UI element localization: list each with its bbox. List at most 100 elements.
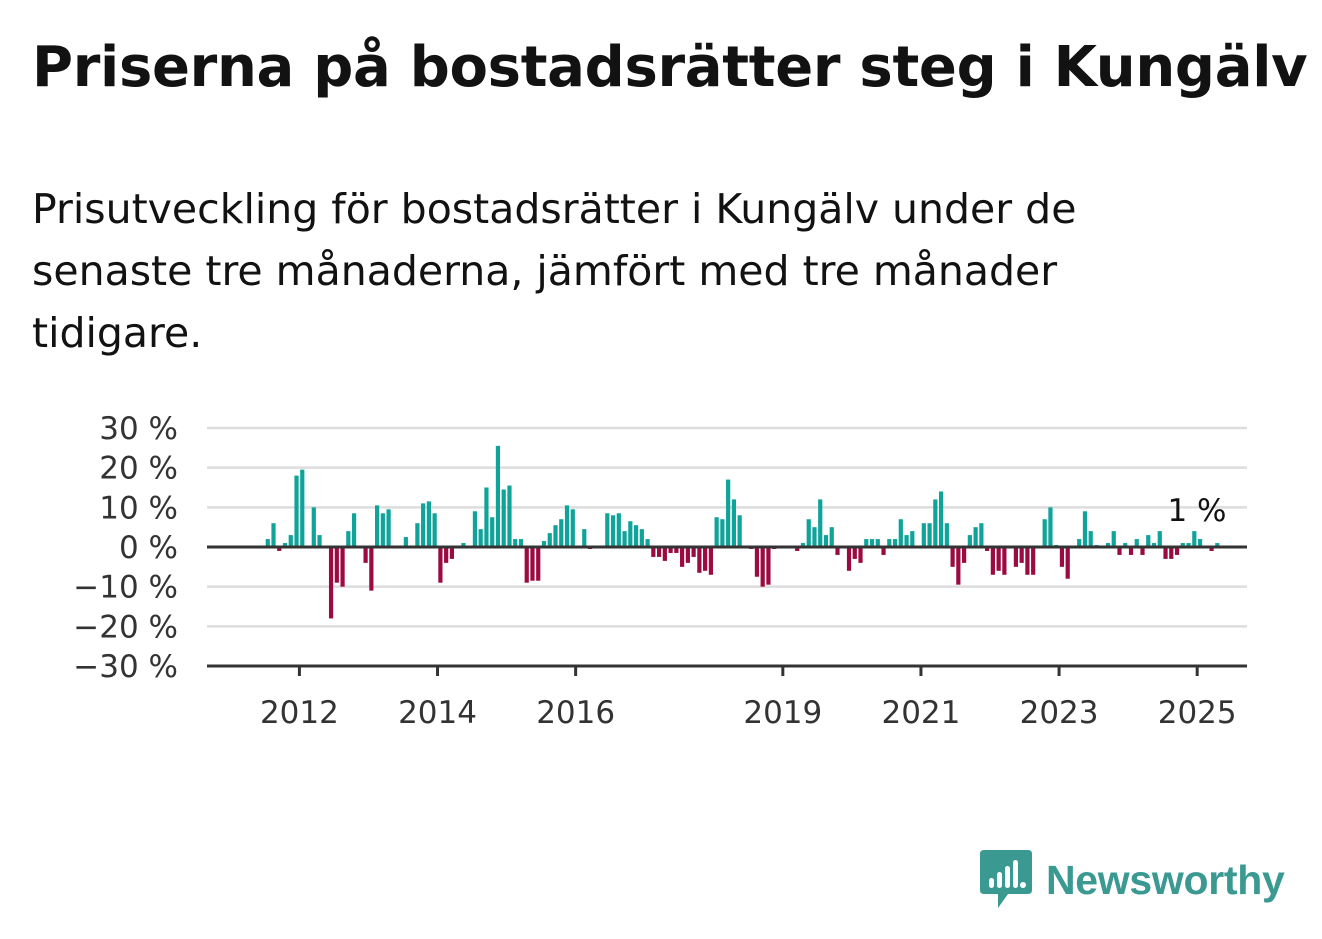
- bar: [334, 547, 339, 583]
- brand-name: Newsworthy: [1046, 856, 1285, 903]
- bar: [1146, 535, 1151, 547]
- bar: [530, 547, 535, 581]
- bar: [536, 547, 541, 581]
- bar: [1082, 511, 1088, 547]
- chart-title: Priserna på bostadsrätter steg i Kungälv: [32, 35, 1308, 100]
- bar: [300, 469, 305, 547]
- bar: [1117, 547, 1122, 555]
- bar: [582, 529, 587, 547]
- bar: [835, 547, 840, 555]
- bar: [311, 507, 316, 547]
- bar: [282, 543, 288, 547]
- bar: [340, 547, 345, 587]
- bar: [869, 539, 875, 547]
- bar: [1163, 547, 1168, 559]
- bar: [1186, 543, 1191, 547]
- bar: [910, 531, 915, 547]
- bar: [559, 519, 564, 547]
- bar: [495, 445, 501, 547]
- bar: [1128, 547, 1134, 555]
- x-tick-label: 2019: [743, 695, 822, 731]
- y-tick-label: 30 %: [99, 411, 178, 447]
- bar: [967, 535, 972, 547]
- bar: [1105, 543, 1111, 547]
- bar: [438, 547, 443, 583]
- x-tick-label: 2016: [536, 695, 615, 731]
- bar: [426, 501, 431, 547]
- y-tick-label: −10 %: [73, 570, 178, 606]
- y-tick-label: 20 %: [99, 451, 178, 487]
- bar: [818, 499, 823, 547]
- bar: [501, 489, 506, 547]
- bar: [1215, 543, 1220, 547]
- bar: [633, 525, 639, 547]
- bars: [265, 445, 1220, 619]
- bar: [680, 547, 685, 567]
- bar: [806, 519, 811, 547]
- bar: [1169, 547, 1174, 559]
- bar: [674, 547, 679, 553]
- x-tick-label: 2025: [1158, 695, 1237, 731]
- bar: [1048, 507, 1053, 547]
- bar: [1031, 547, 1036, 575]
- x-tick-label: 2012: [260, 695, 339, 731]
- bar: [375, 505, 380, 547]
- bar: [708, 547, 713, 575]
- last-value-label: 1 %: [1167, 493, 1226, 529]
- bar: [1134, 539, 1139, 547]
- bar: [823, 535, 829, 547]
- bar: [507, 485, 512, 547]
- bar: [662, 547, 667, 561]
- bar: [610, 515, 616, 547]
- bar: [1151, 543, 1157, 547]
- bar: [852, 547, 857, 559]
- bar: [812, 527, 817, 547]
- bar: [449, 547, 455, 559]
- bar: [645, 539, 650, 547]
- bar: [472, 511, 478, 547]
- x-axis-ticks: 2012 2014 2016 2019 2021 2023 2025: [260, 666, 1237, 731]
- bar: [685, 547, 690, 563]
- bar: [346, 531, 351, 547]
- bar: [386, 509, 391, 547]
- bar: [985, 547, 990, 551]
- bar: [1065, 547, 1070, 579]
- bar: [524, 547, 529, 583]
- bar: [639, 529, 644, 547]
- bar: [795, 547, 800, 551]
- bar: [881, 547, 886, 555]
- bar: [541, 541, 547, 547]
- bar: [478, 529, 483, 547]
- bar: [380, 513, 385, 547]
- bar: [720, 519, 725, 547]
- bar: [846, 547, 852, 571]
- bar: [351, 513, 357, 547]
- bar: [328, 547, 334, 619]
- y-axis-ticks: 30 % 20 %10 % 0 % −10 %−20 % −30 %: [73, 411, 178, 685]
- bar: [800, 543, 806, 547]
- bar: [277, 547, 282, 551]
- bar: [403, 537, 408, 547]
- bar: [668, 547, 673, 553]
- bar: [691, 547, 696, 557]
- bar: [1140, 547, 1145, 555]
- bar: [628, 521, 633, 547]
- bar: [1059, 547, 1065, 567]
- bar: [288, 535, 293, 547]
- bar: [1077, 539, 1082, 547]
- bar: [294, 475, 299, 547]
- brand: Newsworthy: [980, 850, 1285, 910]
- bar: [605, 513, 610, 547]
- bar: [369, 547, 374, 591]
- bar: [904, 535, 909, 547]
- chart-subtitle: Prisutveckling för bostadsrätter i Kungä…: [32, 185, 1077, 357]
- bar: [737, 515, 742, 547]
- x-tick-label: 2014: [398, 695, 477, 731]
- bar: [622, 531, 627, 547]
- y-tick-label: 10 %: [99, 490, 178, 526]
- bar: [990, 547, 995, 575]
- bar: [1002, 547, 1007, 575]
- bar: [898, 519, 903, 547]
- bar: [461, 543, 466, 547]
- bar: [754, 547, 760, 577]
